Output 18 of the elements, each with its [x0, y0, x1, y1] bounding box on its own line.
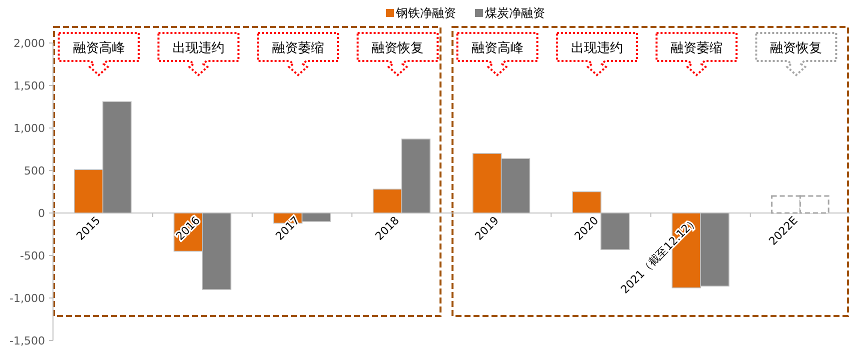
- y-tick-label: 1,000: [14, 122, 45, 135]
- y-tick-label: 500: [24, 164, 45, 178]
- y-tick-label: -1,500: [10, 334, 45, 348]
- annotation: 融资萎缩: [670, 41, 723, 56]
- annotation: 出现违约: [172, 41, 224, 56]
- annotation: 融资高峰: [72, 40, 125, 56]
- annotation: 融资恢复: [770, 41, 822, 56]
- annotation: 出现违约: [570, 41, 623, 56]
- y-tick-label: 0: [38, 207, 45, 220]
- y-tick-label: -500: [20, 250, 45, 262]
- legend-label: 钢铁净融资: [395, 6, 456, 20]
- annotation: 融资恢复: [372, 41, 424, 56]
- annotation: 融资高峰: [471, 40, 524, 56]
- y-tick-label: 1,500: [14, 80, 45, 92]
- y-tick-label: 2,000: [14, 37, 45, 50]
- legend-label: 煤炭净融资: [485, 6, 545, 20]
- y-tick-label: -1,000: [10, 292, 45, 305]
- annotation: 融资萎缩: [272, 41, 324, 56]
